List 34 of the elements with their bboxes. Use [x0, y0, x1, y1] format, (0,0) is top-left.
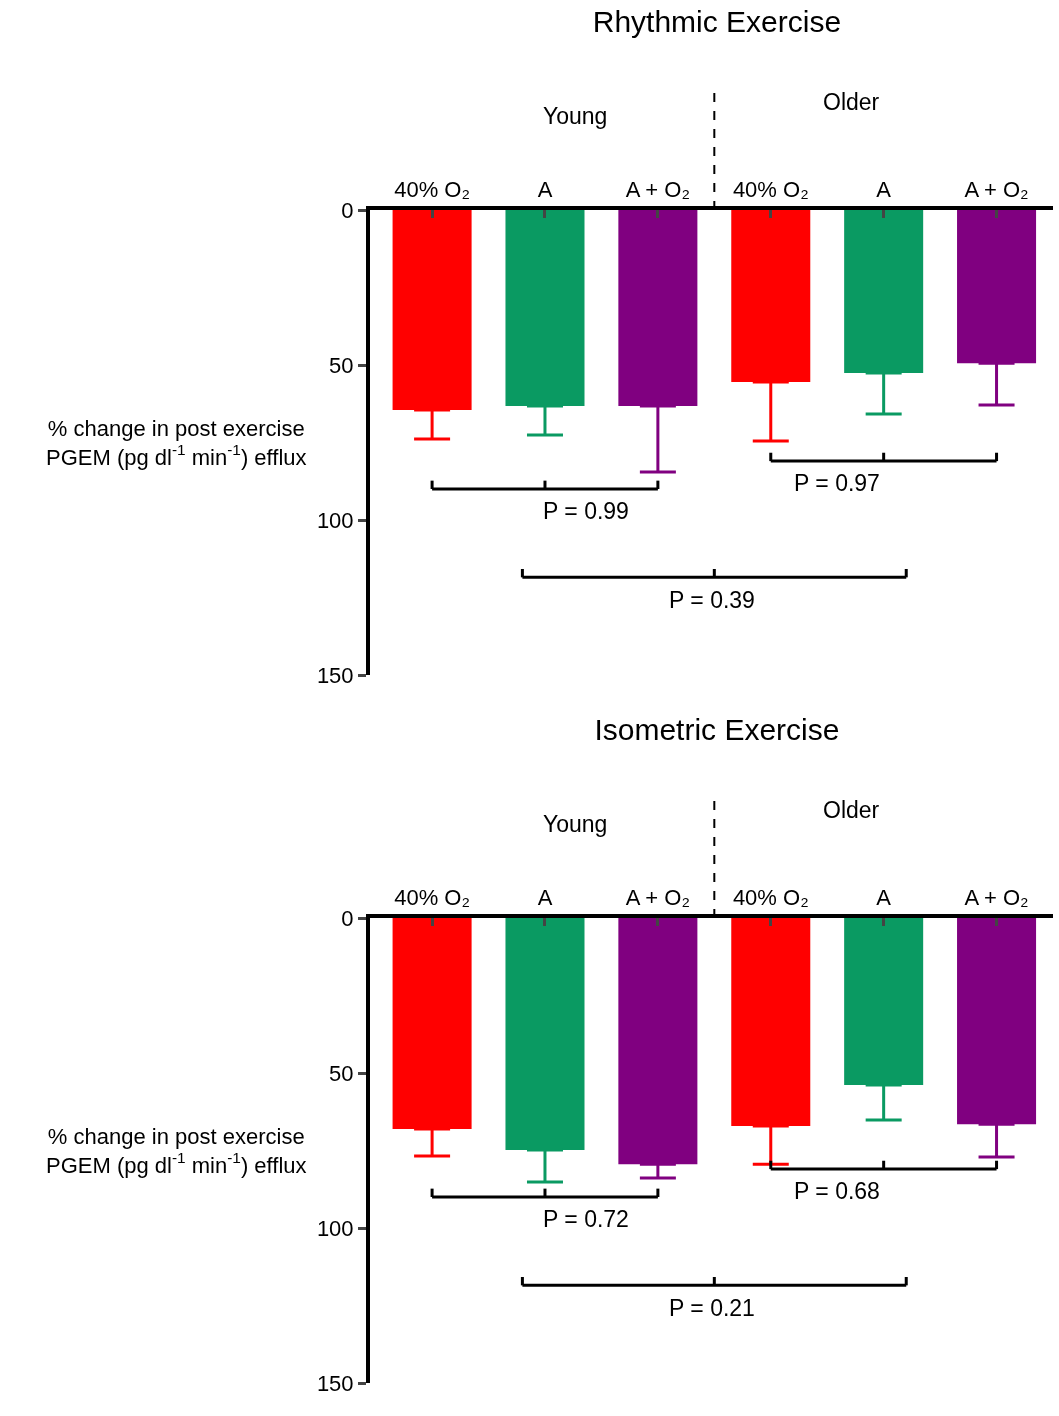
annotation: P = 0.99 — [543, 498, 629, 524]
x-tick-label: A — [537, 177, 553, 203]
text: Young — [543, 103, 608, 129]
text: Young — [543, 811, 608, 837]
y-tick-label: 0 — [341, 905, 354, 931]
x-tick-label: 40% O₂ — [732, 177, 809, 203]
y-tick-label: 50 — [329, 1060, 354, 1086]
x-tick-label: 40% O₂ — [732, 885, 809, 911]
y-tick-label: 150 — [316, 662, 354, 688]
x-tick-label: A + O₂ — [625, 885, 690, 911]
annotation: P = 0.72 — [543, 1206, 629, 1232]
x-tick-label: A + O₂ — [964, 885, 1029, 911]
text: Older — [823, 797, 880, 823]
text: Older — [823, 89, 880, 115]
x-tick-label: A + O₂ — [625, 177, 690, 203]
y-tick-label: 50 — [329, 352, 354, 378]
annotation: P = 0.21 — [669, 1295, 755, 1321]
y-tick-label: 100 — [316, 1215, 354, 1241]
annotation: P = 0.39 — [669, 587, 755, 613]
x-tick-label: 40% O₂ — [394, 885, 470, 911]
y-axis-title: % change in post exercise PGEM (pg dl$^{-1}$ min$^{-1}$) efflux — [46, 1124, 307, 1178]
x-tick-label: A — [537, 885, 553, 911]
chart-title: Rhythmic Exercise — [592, 4, 842, 38]
x-tick-label: A + O₂ — [964, 177, 1029, 203]
chart-title: Isometric Exercise — [594, 712, 840, 746]
y-tick-label: 150 — [316, 1370, 354, 1396]
annotation: P = 0.68 — [794, 1178, 880, 1204]
y-tick-label: 100 — [316, 507, 354, 533]
annotation: P = 0.97 — [794, 470, 880, 496]
y-axis-title: % change in post exercise PGEM (pg dl$^{-1}$ min$^{-1}$) efflux — [46, 416, 307, 470]
x-tick-label: A — [876, 177, 892, 203]
x-tick-label: A — [876, 885, 892, 911]
y-tick-label: 0 — [341, 197, 354, 223]
x-tick-label: 40% O₂ — [394, 177, 470, 203]
